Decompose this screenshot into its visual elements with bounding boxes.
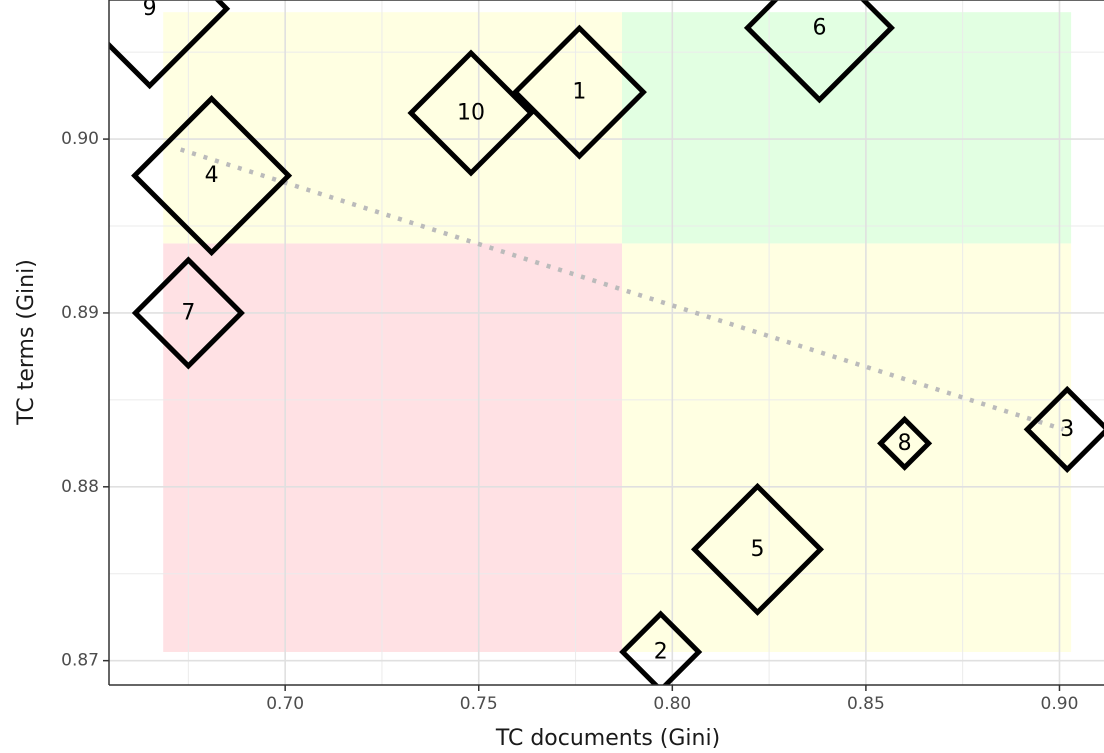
diamond-marker bbox=[619, 610, 703, 685]
diamond-marker bbox=[131, 95, 293, 257]
y-tick-label: 0.88 bbox=[61, 477, 99, 497]
point-label: 8 bbox=[898, 431, 912, 456]
data-points: 1 2 3 4 5 6 7 8 9 10 bbox=[109, 0, 1104, 685]
y-tick-label: 0.89 bbox=[61, 303, 99, 323]
data-point-8: 8 bbox=[877, 415, 933, 471]
point-label: 9 bbox=[143, 0, 157, 21]
quadrant-regions bbox=[163, 12, 1072, 652]
data-point-7: 7 bbox=[131, 256, 245, 370]
quadrant-region-4 bbox=[621, 12, 1072, 244]
point-label: 3 bbox=[1060, 417, 1074, 442]
data-point-6: 6 bbox=[743, 0, 895, 104]
data-point-9: 9 bbox=[109, 0, 231, 90]
x-tick-label: 0.70 bbox=[266, 694, 304, 714]
point-label: 2 bbox=[654, 639, 668, 664]
data-point-2: 2 bbox=[619, 610, 703, 685]
point-label: 5 bbox=[750, 537, 764, 562]
diamond-marker bbox=[1023, 385, 1104, 473]
data-point-1: 1 bbox=[511, 24, 647, 160]
diamond-marker bbox=[109, 0, 231, 90]
diamond-marker bbox=[511, 24, 647, 160]
quadrant-region-3 bbox=[621, 243, 1072, 652]
diamond-marker bbox=[743, 0, 895, 104]
data-point-5: 5 bbox=[690, 482, 825, 616]
tick-labels: 0.70 0.75 0.80 0.85 0.90 0.87 0.88 0.89 0.90 bbox=[61, 129, 1078, 714]
data-point-3: 3 bbox=[1023, 385, 1104, 473]
x-axis-title: TC documents (Gini) bbox=[495, 726, 720, 751]
y-axis-title: TC terms (Gini) bbox=[14, 259, 39, 426]
y-tick-label: 0.90 bbox=[61, 129, 99, 149]
x-tick-label: 0.75 bbox=[460, 694, 498, 714]
x-tick-label: 0.80 bbox=[653, 694, 691, 714]
diamond-marker bbox=[877, 415, 933, 471]
trend-line-path bbox=[179, 147, 1065, 432]
point-label: 1 bbox=[572, 80, 586, 105]
data-point-4: 4 bbox=[131, 95, 293, 257]
diamond-marker bbox=[407, 49, 535, 177]
point-label: 7 bbox=[181, 300, 195, 325]
trend-line bbox=[179, 147, 1065, 432]
axes bbox=[108, 0, 1104, 686]
data-point-10: 10 bbox=[407, 49, 535, 177]
diamond-marker bbox=[690, 482, 825, 616]
x-tick-label: 0.85 bbox=[847, 694, 885, 714]
x-tick-label: 0.90 bbox=[1041, 694, 1079, 714]
diamond-marker bbox=[131, 256, 245, 370]
point-label: 10 bbox=[457, 101, 485, 126]
point-label: 4 bbox=[205, 163, 219, 188]
point-label: 6 bbox=[812, 15, 826, 40]
y-tick-label: 0.87 bbox=[61, 651, 99, 671]
